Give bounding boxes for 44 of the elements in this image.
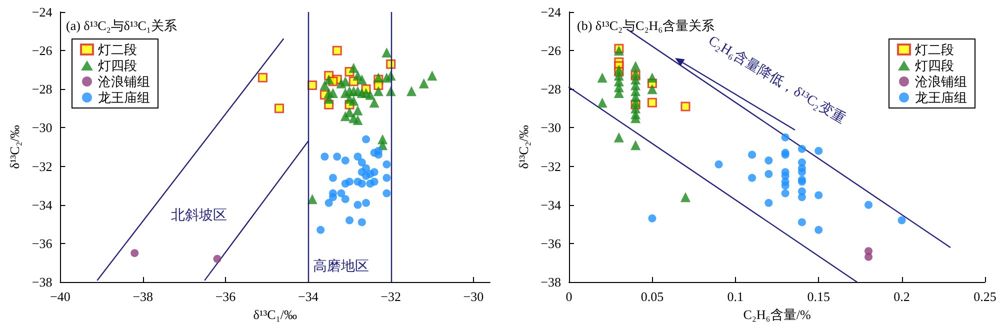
- legend-label: 龙王庙组: [98, 90, 150, 105]
- y-tick-label: −36: [540, 236, 562, 251]
- y-tick-label: −28: [32, 82, 52, 97]
- legend-label: 灯四段: [915, 58, 954, 73]
- y-tick-label: −34: [540, 197, 562, 212]
- y-tick-label: −24: [32, 4, 53, 20]
- y-tick-label: −30: [32, 120, 52, 136]
- y-tick-label: −28: [540, 82, 561, 97]
- legend-label: 沧浪铺组: [98, 74, 150, 89]
- annotation: 北斜坡区: [170, 207, 227, 224]
- x-tick-label: 0.05: [640, 289, 664, 304]
- y-tick-label: −32: [540, 158, 561, 174]
- x-tick-label: 0.15: [807, 289, 830, 304]
- y-axis-title: δ¹³C₂/‰: [7, 125, 22, 169]
- legend-label: 沧浪铺组: [915, 74, 967, 89]
- legend-label: 灯二段: [915, 42, 954, 57]
- y-tick-label: −26: [32, 43, 53, 58]
- x-tick-label: 0.25: [974, 289, 996, 304]
- x-tick-label: −32: [380, 289, 401, 304]
- x-tick-label: −36: [215, 289, 236, 304]
- y-tick-label: −32: [32, 158, 52, 174]
- x-tick-label: −30: [463, 289, 484, 304]
- legend-label: 灯二段: [98, 42, 137, 57]
- x-tick-label: −40: [50, 289, 70, 304]
- legend-label: 灯四段: [98, 58, 137, 73]
- y-tick-label: −38: [32, 274, 52, 290]
- x-tick-label: −38: [132, 289, 154, 304]
- y-tick-label: −24: [540, 4, 562, 20]
- y-axis-title: δ¹³C₂/‰: [516, 125, 531, 169]
- y-tick-label: −34: [32, 197, 53, 212]
- x-tick-label: 0: [566, 289, 572, 304]
- text: (a) δ¹³C₂与δ¹³C₁关系: [66, 18, 177, 33]
- annotation: 高磨地区: [312, 258, 369, 274]
- x-tick-label: 0.1: [727, 289, 744, 304]
- x-axis-title: δ¹³C₁/‰: [253, 306, 297, 322]
- legend-label: 龙王庙组: [915, 90, 967, 105]
- y-tick-label: −26: [540, 43, 562, 58]
- y-tick-label: −36: [32, 236, 53, 251]
- x-tick-label: −34: [298, 289, 319, 304]
- text: (b) δ¹³C₂与C₂H₆含量关系: [577, 18, 715, 33]
- x-tick-label: 0.2: [894, 289, 910, 304]
- y-tick-label: −30: [540, 120, 561, 136]
- y-tick-label: −38: [540, 274, 561, 290]
- x-axis-title: C₂H₆含量/%: [743, 306, 811, 322]
